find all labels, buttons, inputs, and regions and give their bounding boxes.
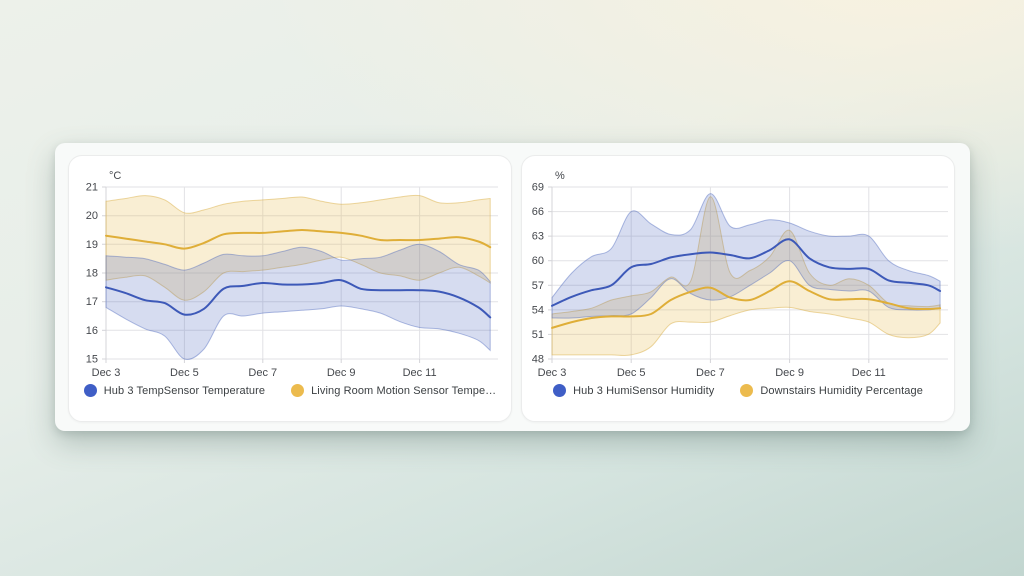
- yellow-series-dot-icon: [740, 384, 754, 397]
- humidity-gridlines: [548, 186, 948, 363]
- x-tick-label: Dec 9: [775, 367, 804, 379]
- humidity-line-blue: [551, 238, 942, 307]
- dashboard-panel: 15 16 17 18 19 20 21 Dec 3 Dec 5 Dec 7 Dec 9 Dec 11…: [55, 143, 970, 431]
- temperature-legend: Hub 3 TempSensor Temperature Living Room …: [69, 384, 511, 397]
- legend-label: Downstairs Humidity Percentage: [760, 384, 923, 397]
- humidity-legend: Hub 3 HumiSensor Humidity Downstairs Humi…: [522, 384, 954, 397]
- temperature-line-yellow: [105, 228, 492, 250]
- temperature-band-yellow: [105, 194, 491, 301]
- x-tick-label: Dec 3: [538, 367, 567, 379]
- humidity-chart-area: 48 51 54 57 60 63 66 69 Dec 3 Dec 5 Dec 7 Dec 9 Dec …: [522, 156, 954, 421]
- y-tick-label: 60: [532, 255, 544, 267]
- x-tick-label: Dec 5: [617, 367, 646, 379]
- legend-label: Hub 3 HumiSensor Humidity: [573, 384, 715, 397]
- temperature-chart: 15 16 17 18 19 20 21 Dec 3 Dec 5 Dec 7 Dec 9 Dec 11…: [86, 170, 498, 379]
- temperature-legend-item[interactable]: Living Room Motion Sensor Tempe…: [291, 384, 496, 397]
- temperature-band-blue: [105, 243, 491, 360]
- unit-label: °C: [109, 170, 121, 182]
- y-tick-label: 17: [86, 296, 98, 308]
- y-tick-label: 21: [86, 182, 98, 194]
- temperature-axis-labels: 15 16 17 18 19 20 21 Dec 3 Dec 5 Dec 7 Dec 9 Dec 11…: [86, 170, 437, 379]
- y-tick-label: 51: [532, 329, 544, 341]
- y-tick-label: 63: [532, 231, 544, 243]
- x-tick-label: Dec 5: [170, 367, 199, 379]
- legend-label: Living Room Motion Sensor Tempe…: [311, 384, 497, 397]
- humidity-chart: 48 51 54 57 60 63 66 69 Dec 3 Dec 5 Dec 7 Dec 9 Dec …: [532, 170, 948, 379]
- y-tick-label: 20: [86, 210, 98, 222]
- humidity-line-yellow: [551, 280, 942, 329]
- temperature-card: 15 16 17 18 19 20 21 Dec 3 Dec 5 Dec 7 Dec 9 Dec 11…: [68, 155, 512, 422]
- x-tick-label: Dec 11: [403, 367, 437, 379]
- x-tick-label: Dec 7: [248, 367, 277, 379]
- x-tick-label: Dec 9: [327, 367, 356, 379]
- x-tick-label: Dec 7: [696, 367, 725, 379]
- humidity-band-yellow: [551, 196, 941, 357]
- x-tick-label: Dec 11: [852, 367, 886, 379]
- yellow-series-dot-icon: [291, 384, 305, 397]
- y-tick-label: 69: [532, 182, 544, 194]
- y-tick-label: 54: [532, 304, 544, 316]
- y-tick-label: 48: [532, 354, 544, 366]
- x-tick-label: Dec 3: [92, 367, 121, 379]
- temperature-gridlines: [102, 186, 498, 363]
- humidity-legend-item[interactable]: Downstairs Humidity Percentage: [740, 384, 923, 397]
- humidity-card: 48 51 54 57 60 63 66 69 Dec 3 Dec 5 Dec 7 Dec 9 Dec …: [521, 155, 955, 422]
- humidity-axis-labels: 48 51 54 57 60 63 66 69 Dec 3 Dec 5 Dec 7 Dec 9 Dec …: [532, 170, 886, 379]
- y-tick-label: 19: [86, 239, 98, 251]
- temperature-legend-item[interactable]: Hub 3 TempSensor Temperature: [83, 384, 266, 397]
- legend-label: Hub 3 TempSensor Temperature: [103, 384, 266, 397]
- blue-series-dot-icon: [83, 384, 97, 397]
- blue-series-dot-icon: [553, 384, 567, 397]
- y-tick-label: 66: [532, 206, 544, 218]
- temperature-line-blue: [105, 279, 492, 319]
- y-tick-label: 15: [86, 354, 98, 366]
- y-tick-label: 18: [86, 268, 98, 280]
- y-tick-label: 16: [86, 325, 98, 337]
- temperature-chart-area: 15 16 17 18 19 20 21 Dec 3 Dec 5 Dec 7 Dec 9 Dec 11…: [69, 156, 511, 421]
- unit-label: %: [555, 170, 565, 182]
- humidity-legend-item[interactable]: Hub 3 HumiSensor Humidity: [553, 384, 714, 397]
- y-tick-label: 57: [532, 280, 544, 292]
